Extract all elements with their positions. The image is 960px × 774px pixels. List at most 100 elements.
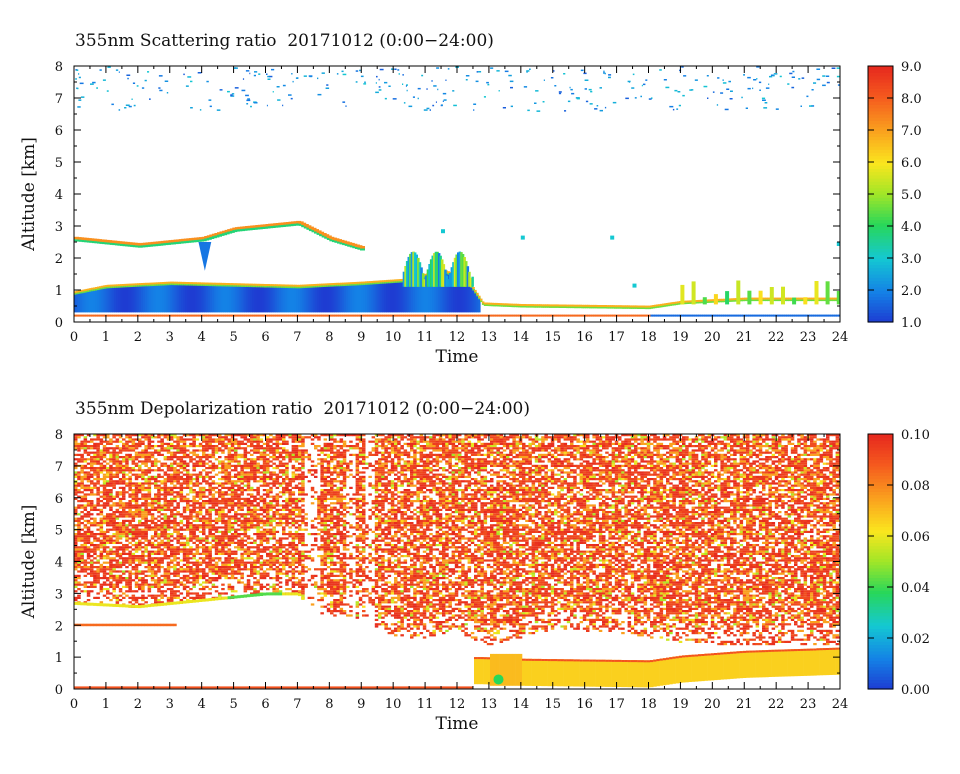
data-cell	[151, 469, 155, 471]
data-cell	[128, 513, 132, 515]
data-cell	[103, 489, 107, 491]
data-cell	[122, 480, 126, 482]
data-cell	[128, 456, 132, 458]
data-cell	[151, 537, 155, 539]
data-cell	[199, 445, 203, 447]
data-cell	[93, 474, 97, 476]
data-cell	[218, 531, 222, 533]
data-cell	[116, 502, 120, 504]
data-cell	[218, 489, 222, 491]
data-cell	[496, 70, 499, 72]
data-cell	[80, 504, 84, 506]
data-cell	[186, 570, 190, 572]
data-cell	[109, 518, 113, 520]
data-cell	[167, 449, 171, 451]
data-cell	[180, 496, 184, 498]
data-cell	[183, 597, 187, 599]
data-cell	[135, 531, 139, 533]
data-cell	[176, 575, 180, 577]
data-cell	[109, 624, 113, 627]
data-cell	[144, 518, 148, 520]
data-cell	[164, 533, 168, 535]
data-cell	[151, 456, 155, 458]
data-cell	[112, 559, 116, 561]
data-cell	[119, 447, 123, 449]
data-cell	[180, 458, 184, 460]
data-cell	[190, 81, 192, 83]
data-cell	[180, 482, 184, 484]
data-cell	[189, 478, 193, 480]
data-cell	[176, 447, 180, 449]
data-cell	[151, 452, 155, 454]
data-cell	[103, 546, 107, 548]
data-cell	[176, 568, 180, 570]
data-cell	[93, 570, 97, 572]
data-cell	[212, 577, 216, 579]
data-cell	[84, 531, 88, 533]
data-cell	[125, 540, 129, 542]
data-cell	[189, 570, 193, 572]
data-cell	[249, 73, 250, 75]
data-cell	[125, 482, 129, 484]
data-cell	[135, 559, 139, 561]
data-cell	[103, 588, 107, 590]
data-cell	[125, 520, 129, 522]
data-cell	[199, 588, 203, 590]
data-cell	[125, 570, 129, 572]
data-cell	[84, 493, 88, 495]
data-cell	[87, 595, 91, 597]
data-cell	[135, 568, 139, 570]
data-cell	[157, 603, 161, 606]
data-cell	[109, 562, 113, 564]
data-cell	[170, 467, 174, 469]
data-cell	[116, 535, 120, 537]
data-cell	[90, 544, 94, 546]
data-cell	[154, 562, 158, 564]
chart-title: 355nm Depolarization ratio 20171012 (0:0…	[75, 399, 530, 419]
data-cell	[183, 557, 187, 559]
data-cell	[112, 546, 116, 548]
data-cell	[116, 601, 120, 603]
depolarization-ratio-panel: 355nm Depolarization ratio 20171012 (0:0…	[0, 370, 960, 770]
data-cell	[122, 456, 126, 458]
data-cell	[192, 575, 196, 577]
data-cell	[141, 584, 145, 586]
data-cell	[277, 99, 280, 101]
data-cell	[159, 75, 163, 77]
data-cell	[189, 515, 193, 517]
data-cell	[202, 518, 206, 520]
data-cell	[202, 597, 206, 599]
data-cell	[205, 548, 209, 550]
data-cell	[125, 566, 129, 568]
data-cell	[112, 584, 116, 586]
data-cell	[122, 557, 126, 559]
data-cell	[192, 526, 196, 528]
data-cell	[215, 482, 219, 484]
data-cell	[215, 458, 219, 460]
data-cell	[192, 557, 196, 559]
data-cell	[170, 592, 174, 594]
data-cell	[202, 540, 206, 542]
y-axis-label: Altitude [km]	[19, 137, 39, 252]
data-cell	[202, 438, 206, 440]
data-cell	[173, 602, 177, 605]
data-cell	[826, 281, 830, 304]
data-cell	[112, 624, 116, 627]
data-cell	[116, 445, 120, 447]
data-cell	[128, 564, 132, 566]
data-cell	[135, 524, 139, 526]
data-cell	[157, 601, 161, 603]
data-cell	[399, 73, 400, 75]
data-cell	[164, 513, 168, 515]
data-cell	[125, 529, 129, 531]
data-cell	[413, 96, 415, 98]
data-cell	[119, 557, 123, 559]
data-cell	[103, 535, 107, 537]
data-cell	[160, 603, 164, 606]
data-cell	[112, 542, 116, 544]
data-cell	[208, 564, 212, 566]
data-cell	[769, 76, 772, 78]
data-cell	[116, 456, 120, 458]
data-cell	[135, 443, 139, 445]
data-cell	[87, 557, 91, 559]
